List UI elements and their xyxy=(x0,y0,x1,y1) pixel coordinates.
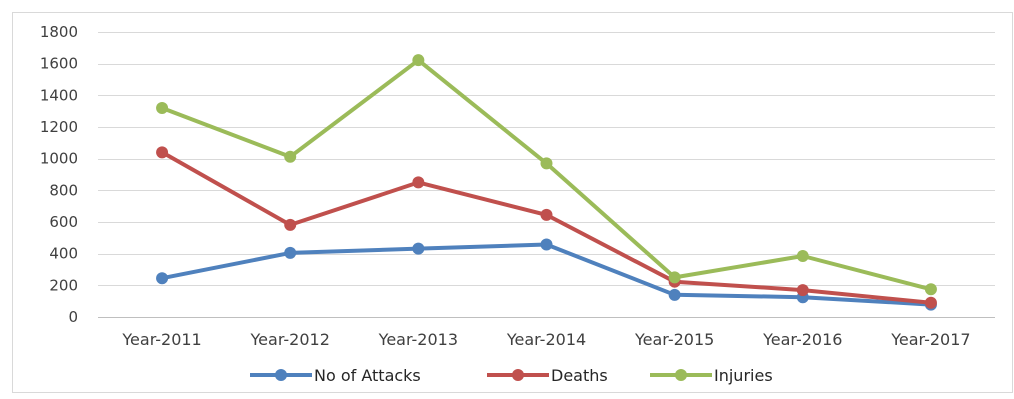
series-1 xyxy=(156,146,937,309)
legend-marker xyxy=(512,369,524,381)
data-point xyxy=(668,288,681,301)
data-point xyxy=(412,176,425,189)
data-point xyxy=(284,150,297,163)
y-tick-label: 1600 xyxy=(40,55,78,73)
legend-marker xyxy=(675,369,687,381)
data-point xyxy=(668,271,681,284)
legend-label: Injuries xyxy=(714,366,773,385)
x-tick-label: Year-2014 xyxy=(506,330,586,349)
data-point xyxy=(540,238,553,251)
data-point xyxy=(924,296,937,309)
data-point xyxy=(284,218,297,231)
data-point xyxy=(156,272,169,285)
data-point xyxy=(540,208,553,221)
x-tick-label: Year-2017 xyxy=(890,330,970,349)
y-tick-label: 800 xyxy=(49,181,78,199)
series-group xyxy=(156,54,937,311)
y-tick-label: 1200 xyxy=(40,118,78,136)
legend-label: Deaths xyxy=(551,366,608,385)
data-point xyxy=(284,246,297,259)
x-axis-ticks: Year-2011 Year-2012 Year-2013 Year-2014 Year… xyxy=(121,330,970,349)
series-2 xyxy=(156,54,937,296)
data-point xyxy=(156,146,169,159)
x-tick-label: Year-2016 xyxy=(762,330,842,349)
y-tick-label: 0 xyxy=(68,308,78,326)
legend-item: No of Attacks xyxy=(250,366,421,385)
y-axis-ticks: 0 200 400 600 800 1000 1200 1400 1600 1800 xyxy=(40,23,78,326)
data-point xyxy=(412,54,425,67)
y-tick-label: 200 xyxy=(49,276,78,294)
data-point xyxy=(796,284,809,297)
data-point xyxy=(156,102,169,114)
legend-item: Deaths xyxy=(487,366,608,385)
y-tick-label: 600 xyxy=(49,213,78,231)
gridlines xyxy=(98,32,995,318)
x-tick-label: Year-2012 xyxy=(250,330,330,349)
legend: No of Attacks Deaths Injuries xyxy=(250,366,773,385)
x-tick-label: Year-2013 xyxy=(378,330,458,349)
x-tick-label: Year-2015 xyxy=(634,330,714,349)
y-tick-label: 400 xyxy=(49,245,78,263)
y-tick-label: 1000 xyxy=(40,150,78,168)
legend-label: No of Attacks xyxy=(314,366,421,385)
legend-item: Injuries xyxy=(650,366,773,385)
legend-marker xyxy=(275,369,287,381)
data-point xyxy=(412,242,425,255)
data-point xyxy=(924,283,937,296)
data-point xyxy=(540,157,553,170)
data-point xyxy=(796,250,809,263)
y-tick-label: 1800 xyxy=(40,23,78,41)
x-tick-label: Year-2011 xyxy=(121,330,201,349)
series-0 xyxy=(156,238,937,311)
chart-border xyxy=(12,12,1013,393)
y-tick-label: 1400 xyxy=(40,86,78,104)
